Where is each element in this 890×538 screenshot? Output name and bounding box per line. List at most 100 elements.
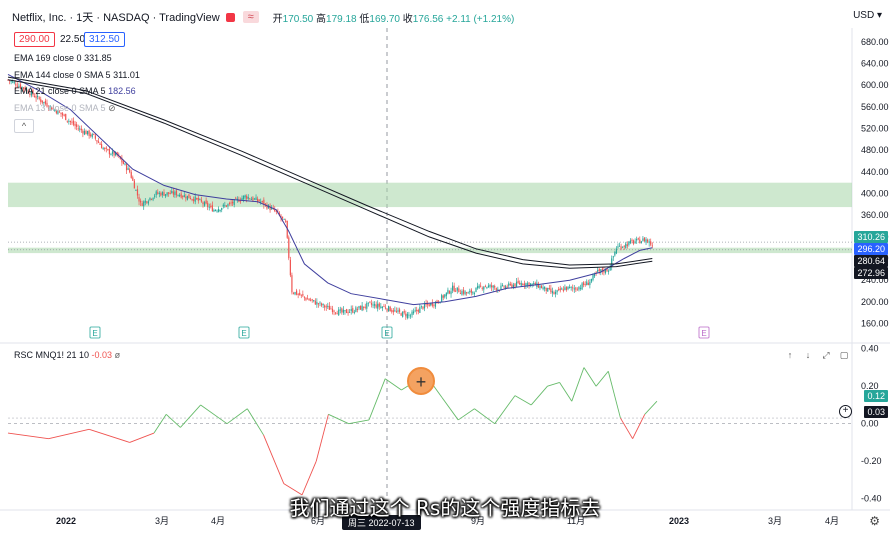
indicator-ema21[interactable]: EMA 21 close 0 SMA 5 182.56: [14, 86, 136, 96]
candle-body: [467, 292, 469, 294]
move-down-icon[interactable]: ↓: [805, 350, 811, 360]
earnings-marker: [238, 326, 250, 339]
candle-body: [258, 199, 260, 202]
candle-body: [428, 304, 430, 307]
candle-body: [615, 248, 617, 254]
rsc-segment: [129, 432, 155, 443]
candle-body: [559, 288, 561, 291]
rsc-segment: [384, 378, 402, 391]
candle-body: [408, 314, 410, 316]
candle-body: [202, 202, 204, 205]
candle-body: [132, 177, 134, 181]
candle-body: [180, 193, 182, 198]
candle-body: [425, 303, 427, 305]
price-badge-ema144: 280.64: [854, 255, 888, 267]
candle-body: [183, 195, 185, 198]
candle-body: [431, 302, 433, 306]
candle-body: [219, 209, 221, 211]
candle-body: [261, 200, 263, 202]
indicator-ema144[interactable]: EMA 144 close 0 SMA 5 311.01: [14, 70, 140, 80]
candle-body: [480, 285, 482, 287]
candle-body: [452, 285, 454, 291]
candle-body: [99, 143, 101, 145]
candle-body: [612, 256, 614, 258]
candle-body: [249, 198, 251, 200]
pane-settings-icon[interactable]: ▢: [839, 350, 849, 360]
candle-body: [171, 191, 173, 193]
collapse-indicators-button[interactable]: ^: [14, 119, 34, 133]
candle-body: [590, 278, 593, 282]
settings-gear-icon[interactable]: ⚙: [869, 514, 880, 528]
candle-body: [573, 288, 575, 290]
candle-body: [90, 134, 92, 137]
candle-body: [534, 283, 536, 286]
candle-body: [255, 197, 257, 200]
candle-body: [221, 208, 223, 210]
candle-body: [505, 286, 507, 289]
indicator-ema169[interactable]: EMA 169 close 0 331.85: [14, 53, 112, 63]
candle-body: [37, 95, 39, 98]
candle-body: [124, 163, 126, 165]
wave-icon[interactable]: ≈: [242, 11, 259, 23]
rsc-segment: [595, 370, 609, 387]
candle-body: [107, 149, 109, 151]
candle-body: [40, 99, 42, 102]
candle-body: [352, 308, 354, 313]
rsc-tick-label: -0.40: [861, 494, 882, 504]
rsc-segment: [644, 400, 658, 415]
candle-body: [193, 199, 195, 202]
candle-body: [640, 241, 642, 244]
candle-body: [506, 286, 508, 288]
buy-button[interactable]: 312.50: [84, 32, 125, 47]
add-level-icon[interactable]: +: [839, 405, 852, 418]
hidden-eye-icon[interactable]: ⊘: [108, 103, 116, 113]
candle-body: [161, 192, 164, 196]
candle-body: [76, 124, 78, 127]
rsc-legend[interactable]: RSC MNQ1! 21 10 -0.03 ø: [14, 350, 121, 360]
candle-body: [324, 305, 326, 308]
candle-body: [606, 268, 608, 272]
support-zone-1: [8, 247, 852, 254]
candle-body: [359, 305, 362, 310]
candle-body: [423, 303, 426, 309]
candle-body: [157, 192, 159, 194]
candle-body: [367, 302, 369, 304]
video-subtitle: 我们通过这个 Rs的这个强度指标去: [289, 496, 601, 520]
candle-body: [335, 312, 337, 314]
candle-body: [520, 282, 522, 286]
indicator-ema13[interactable]: EMA 13 close 0 SMA 5 ⊘: [14, 103, 116, 113]
candle-body: [533, 282, 535, 284]
ema-lines: [7, 73, 653, 306]
rsc-segment: [180, 404, 201, 428]
candle-body: [63, 114, 65, 116]
candle-body: [152, 197, 154, 200]
time-tick-label: 3月: [155, 516, 169, 526]
candle-body: [66, 120, 68, 122]
price-tick-label: 600.00: [861, 80, 889, 90]
candle-body: [155, 191, 157, 196]
candle-body: [16, 85, 18, 87]
currency-label[interactable]: USD ▾: [853, 10, 882, 21]
candle-body: [163, 192, 165, 196]
candle-body: [586, 281, 588, 286]
maximize-icon[interactable]: ⤢: [822, 350, 830, 360]
move-up-icon[interactable]: ↑: [787, 350, 793, 360]
rsc-segment: [620, 417, 634, 439]
rsc-segment: [226, 408, 248, 425]
rsc-segment: [441, 397, 459, 421]
candle-body: [54, 109, 56, 111]
candle-body: [366, 303, 368, 309]
candle-body: [296, 290, 298, 295]
time-tick-label: 3月: [768, 516, 782, 526]
earnings-marker-label: E: [701, 329, 706, 338]
candle-body: [642, 238, 644, 241]
sell-button[interactable]: 290.00: [14, 32, 55, 47]
rsc-segment: [368, 378, 386, 421]
candle-body: [136, 189, 139, 196]
candle-body: [402, 311, 404, 317]
price-tick-label: 360.00: [861, 210, 889, 220]
symbol-title[interactable]: Netflix, Inc. · 1天 · NASDAQ · TradingVie…: [12, 12, 220, 24]
candle-body: [213, 209, 215, 212]
